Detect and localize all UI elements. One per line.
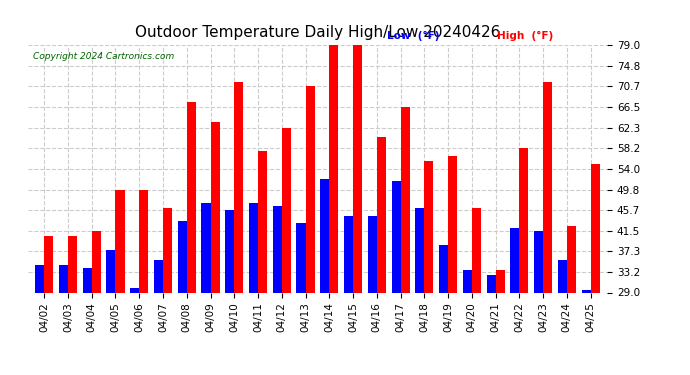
- Bar: [591, 164, 600, 292]
- Bar: [495, 270, 504, 292]
- Bar: [249, 203, 258, 292]
- Bar: [297, 223, 306, 292]
- Bar: [106, 251, 115, 292]
- Bar: [463, 270, 472, 292]
- Bar: [178, 221, 187, 292]
- Bar: [400, 107, 410, 292]
- Bar: [439, 246, 448, 292]
- Bar: [139, 189, 148, 292]
- Text: Low  (°F): Low (°F): [387, 31, 440, 41]
- Bar: [59, 265, 68, 292]
- Bar: [68, 236, 77, 292]
- Bar: [582, 290, 591, 292]
- Bar: [534, 231, 543, 292]
- Bar: [368, 216, 377, 292]
- Bar: [130, 288, 139, 292]
- Bar: [225, 210, 235, 292]
- Bar: [83, 268, 92, 292]
- Bar: [486, 275, 495, 292]
- Bar: [415, 209, 424, 292]
- Bar: [320, 178, 329, 292]
- Bar: [472, 209, 481, 292]
- Bar: [235, 82, 244, 292]
- Bar: [329, 45, 338, 292]
- Text: Copyright 2024 Cartronics.com: Copyright 2024 Cartronics.com: [33, 53, 175, 62]
- Bar: [558, 260, 566, 292]
- Bar: [92, 231, 101, 292]
- Text: High  (°F): High (°F): [497, 31, 553, 41]
- Bar: [187, 102, 196, 292]
- Bar: [210, 122, 219, 292]
- Bar: [566, 226, 576, 292]
- Bar: [377, 136, 386, 292]
- Bar: [511, 228, 520, 292]
- Bar: [306, 86, 315, 292]
- Bar: [35, 265, 44, 292]
- Bar: [520, 148, 529, 292]
- Bar: [424, 161, 433, 292]
- Bar: [258, 152, 267, 292]
- Bar: [163, 209, 172, 292]
- Bar: [282, 128, 290, 292]
- Bar: [201, 203, 210, 292]
- Bar: [273, 206, 282, 292]
- Bar: [448, 156, 457, 292]
- Bar: [353, 45, 362, 292]
- Bar: [154, 260, 163, 292]
- Bar: [344, 216, 353, 292]
- Bar: [44, 236, 53, 292]
- Text: Outdoor Temperature Daily High/Low 20240426: Outdoor Temperature Daily High/Low 20240…: [135, 25, 500, 40]
- Bar: [115, 189, 124, 292]
- Bar: [391, 181, 400, 292]
- Bar: [543, 82, 552, 292]
